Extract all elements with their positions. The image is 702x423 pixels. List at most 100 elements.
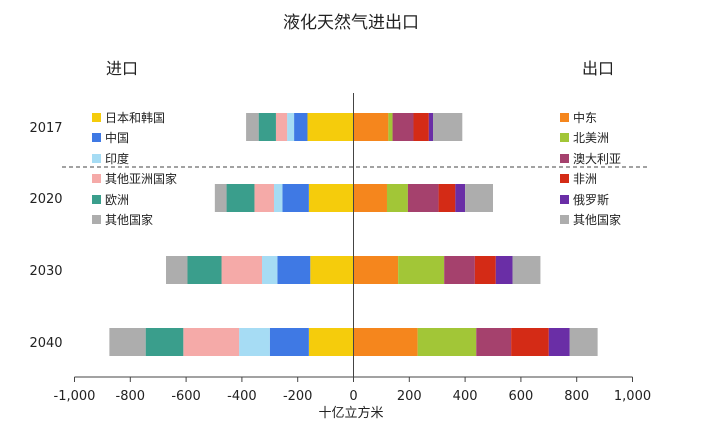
import-bar-2030 <box>166 256 188 284</box>
legend-label: 中东 <box>573 110 598 125</box>
import-legend-item: 印度 <box>92 148 177 169</box>
legend-swatch <box>92 174 101 184</box>
export-legend-item: 中东 <box>560 107 621 128</box>
legend-swatch <box>92 133 101 143</box>
import-bar-2017 <box>307 113 354 141</box>
import-bar-2020 <box>273 184 283 212</box>
export-bar-2017 <box>388 113 393 141</box>
legend-label: 日本和韩国 <box>105 110 166 125</box>
export-bar-2040 <box>511 328 549 356</box>
export-bar-2017 <box>433 113 463 141</box>
export-bar-2040 <box>476 328 512 356</box>
import-bar-2030 <box>187 256 222 284</box>
import-bar-2040 <box>239 328 270 356</box>
export-bar-2020 <box>353 184 387 212</box>
export-bar-2040 <box>548 328 570 356</box>
export-legend-item: 澳大利亚 <box>560 148 621 169</box>
import-bar-2030 <box>310 256 354 284</box>
category-label: 2030 <box>29 264 62 279</box>
legend-label: 澳大利亚 <box>573 151 622 166</box>
category-label: 2020 <box>29 192 62 207</box>
export-bar-2017 <box>353 113 389 141</box>
legend-label: 非洲 <box>573 172 598 187</box>
legend-label: 其他国家 <box>105 213 154 228</box>
import-bar-2017 <box>246 113 259 141</box>
legend-swatch <box>92 153 101 163</box>
export-legend-item: 其他国家 <box>560 210 621 231</box>
import-legend-item: 其他亚洲国家 <box>92 169 177 190</box>
x-tick-label: -800 <box>116 389 146 404</box>
export-bar-2020 <box>407 184 439 212</box>
import-legend-item: 其他国家 <box>92 210 177 231</box>
legend-swatch <box>560 215 569 225</box>
export-legend-item: 北美洲 <box>560 128 621 149</box>
legend-swatch <box>92 112 101 122</box>
export-bar-2017 <box>392 113 414 141</box>
x-axis: -1,000 -800 -600 -400 -200 0 200 400 600 800 1,000 <box>54 93 651 404</box>
import-side-label: 进口 <box>106 59 139 78</box>
export-bar-2020 <box>465 184 493 212</box>
export-bar-2040 <box>417 328 477 356</box>
legend-swatch <box>92 215 101 225</box>
import-bar-2030 <box>221 256 262 284</box>
export-bar-2017 <box>413 113 429 141</box>
legend-swatch <box>560 133 569 143</box>
import-bar-2020 <box>214 184 227 212</box>
x-tick-label: 200 <box>397 389 422 404</box>
export-legend-item: 俄罗斯 <box>560 189 621 210</box>
legend-label: 北美洲 <box>573 131 610 146</box>
x-tick-label: -400 <box>227 389 257 404</box>
import-legend-item: 欧洲 <box>92 189 177 210</box>
export-bar-2020 <box>386 184 408 212</box>
export-bar-2030 <box>353 256 399 284</box>
import-bar-2030 <box>277 256 311 284</box>
export-bar-2030 <box>474 256 496 284</box>
x-tick-label: -600 <box>171 389 201 404</box>
import-bar-2017 <box>275 113 288 141</box>
import-bar-2040 <box>308 328 354 356</box>
legend-label: 印度 <box>105 151 130 166</box>
category-label: 2017 <box>29 121 62 136</box>
x-tick-label: 400 <box>453 389 478 404</box>
import-bar-2020 <box>254 184 274 212</box>
legend-swatch <box>560 153 569 163</box>
legend-label: 欧洲 <box>105 192 130 207</box>
export-bar-2030 <box>444 256 475 284</box>
export-bar-2030 <box>512 256 541 284</box>
legend-label: 其他国家 <box>573 213 622 228</box>
x-tick-label: -1,000 <box>54 389 96 404</box>
x-tick-label: 600 <box>508 389 533 404</box>
import-bar-2040 <box>183 328 240 356</box>
export-bar-2030 <box>398 256 445 284</box>
export-bar-2040 <box>353 328 418 356</box>
export-bar-2020 <box>438 184 456 212</box>
export-bar-2030 <box>495 256 513 284</box>
import-bar-2017 <box>258 113 276 141</box>
export-legend-item: 非洲 <box>560 169 621 190</box>
import-bar-2017 <box>287 113 295 141</box>
import-bar-2030 <box>261 256 278 284</box>
import-bar-2017 <box>294 113 308 141</box>
legend-swatch <box>560 174 569 184</box>
legend-swatch <box>92 194 101 204</box>
import-legend-item: 日本和韩国 <box>92 107 177 128</box>
legend-label: 中国 <box>105 131 130 146</box>
export-bar-2020 <box>455 184 466 212</box>
export-side-label: 出口 <box>582 59 615 78</box>
import-bar-2020 <box>308 184 354 212</box>
x-tick-label: 0 <box>349 389 357 404</box>
import-legend-item: 中国 <box>92 128 177 149</box>
bar-layer: 2017 2020 2030 2040 <box>29 113 650 356</box>
import-bar-2040 <box>145 328 184 356</box>
legend-swatch <box>560 194 569 204</box>
legend-label: 俄罗斯 <box>573 192 610 207</box>
export-legend: 中东北美洲澳大利亚非洲俄罗斯其他国家 <box>560 107 621 230</box>
import-bar-2020 <box>226 184 255 212</box>
x-tick-label: -200 <box>283 389 313 404</box>
import-bar-2020 <box>282 184 309 212</box>
export-bar-2017 <box>428 113 434 141</box>
legend-label: 其他亚洲国家 <box>105 172 178 187</box>
import-legend: 日本和韩国中国印度其他亚洲国家 欧洲其他国家 <box>92 107 177 230</box>
export-bar-2040 <box>569 328 598 356</box>
